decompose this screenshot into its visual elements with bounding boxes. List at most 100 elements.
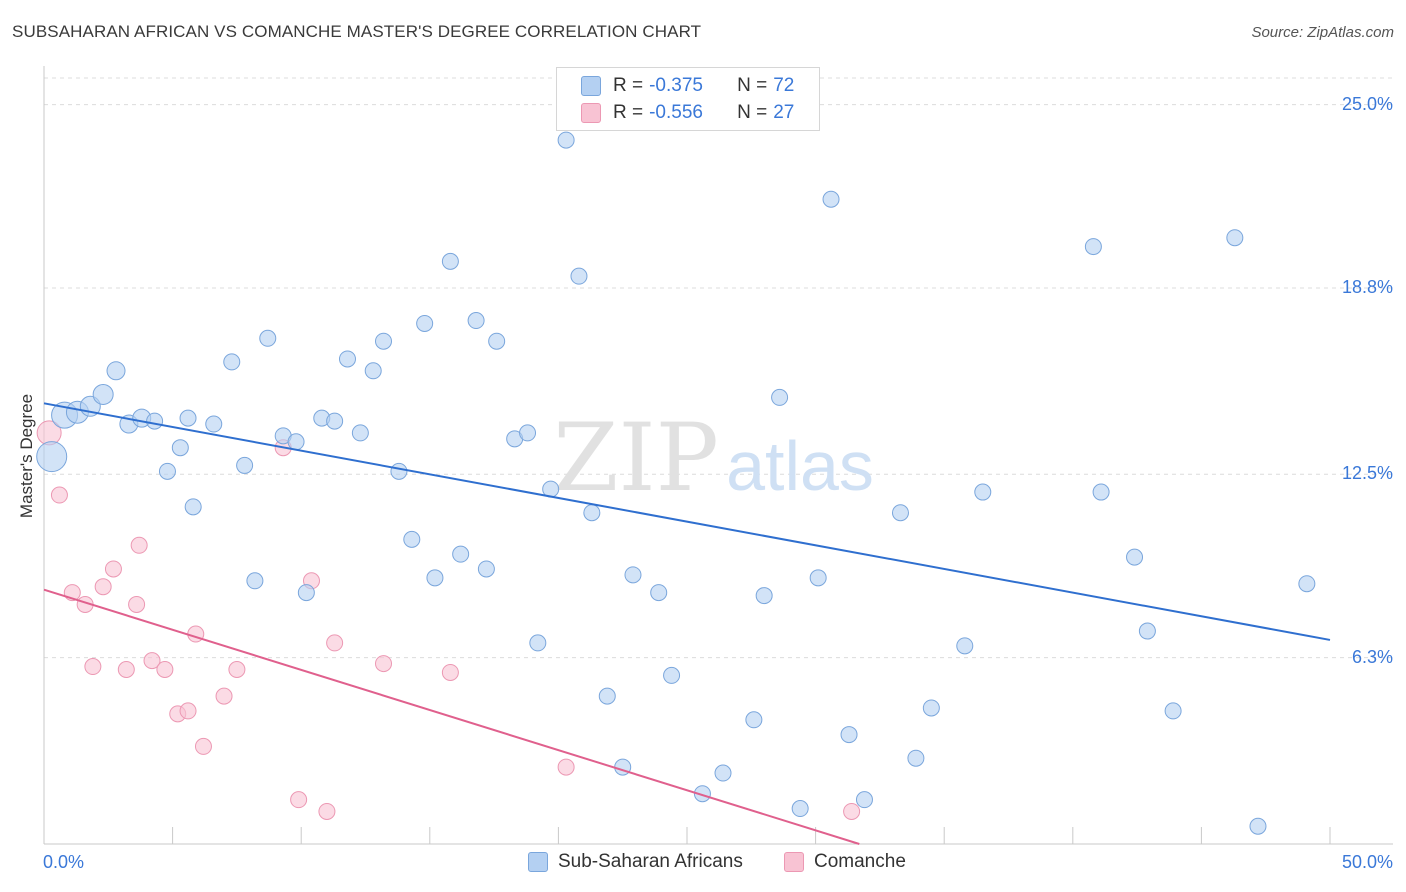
- subsaharan-point: [259, 329, 277, 347]
- y-tick-label: 18.8%: [1341, 276, 1393, 297]
- subsaharan-point: [92, 383, 114, 405]
- subsaharan-point: [1092, 483, 1110, 501]
- subsaharan-point: [106, 361, 126, 381]
- subsaharan-point: [519, 424, 537, 442]
- subsaharan-point: [403, 530, 421, 548]
- subsaharan-point: [922, 699, 940, 717]
- x-tick-label-max: 50.0%: [1341, 852, 1393, 872]
- subsaharan-point: [624, 566, 642, 584]
- subsaharan-point: [477, 560, 495, 578]
- n-label: N =: [737, 102, 768, 123]
- subsaharan-trend-line: [43, 402, 1331, 641]
- subsaharan-point: [771, 388, 789, 406]
- subsaharan-point: [297, 584, 315, 602]
- subsaharan-point: [36, 441, 68, 473]
- source-label: Source: ZipAtlas.com: [1251, 24, 1394, 41]
- comanche-point: [290, 791, 308, 809]
- comanche-point: [179, 702, 197, 720]
- comanche-point: [104, 560, 122, 578]
- n-value: 72: [773, 75, 795, 96]
- subsaharan-point: [287, 433, 305, 451]
- comanche-point: [228, 661, 246, 679]
- r-label: R =: [613, 102, 644, 123]
- subsaharan-point: [158, 462, 176, 480]
- subsaharan-point: [557, 131, 575, 149]
- correlation-legend: R = -0.375 N = 72 R = -0.556 N = 27: [556, 67, 820, 131]
- subsaharan-point: [426, 569, 444, 587]
- subsaharan-point: [326, 412, 344, 430]
- subsaharan-point: [598, 687, 616, 705]
- subsaharan-point: [809, 569, 827, 587]
- watermark-zip: ZIP: [553, 404, 719, 513]
- subsaharan-point: [488, 332, 506, 350]
- subsaharan-point: [791, 800, 809, 818]
- comanche-point: [843, 802, 861, 820]
- subsaharan-point: [179, 409, 197, 427]
- subsaharan-point: [529, 634, 547, 652]
- subsaharan-point: [236, 456, 254, 474]
- comanche-point: [117, 661, 135, 679]
- n-value: 27: [773, 102, 795, 123]
- comanche-points: [36, 420, 861, 820]
- legend-row-subsaharan: R = -0.375 N = 72: [581, 73, 794, 99]
- bottom-legend-swatch-pink: [784, 852, 804, 872]
- gridlines: [44, 77, 1393, 659]
- comanche-point: [326, 634, 344, 652]
- subsaharan-point: [822, 190, 840, 208]
- comanche-point: [375, 655, 393, 673]
- subsaharan-point: [1164, 702, 1182, 720]
- legend-swatch-blue: [581, 76, 601, 96]
- comanche-point: [215, 687, 233, 705]
- subsaharan-point: [1084, 238, 1102, 256]
- subsaharan-point: [1126, 548, 1144, 566]
- subsaharan-point: [1138, 622, 1156, 640]
- comanche-point: [318, 802, 336, 820]
- r-value: -0.556: [649, 102, 703, 123]
- subsaharan-point: [223, 353, 241, 371]
- subsaharan-point: [467, 312, 485, 330]
- comanche-point: [557, 758, 575, 776]
- subsaharan-point: [1249, 817, 1267, 835]
- y-axis-label: Master's Degree: [17, 393, 36, 519]
- comanche-point: [441, 663, 459, 681]
- subsaharan-point: [351, 424, 369, 442]
- y-tick-label: 6.3%: [1351, 646, 1393, 667]
- subsaharan-point: [840, 726, 858, 744]
- bottom-legend-label: Sub-Saharan Africans: [558, 851, 743, 872]
- bottom-legend-comanche: Comanche: [784, 851, 906, 873]
- comanche-point: [94, 578, 112, 596]
- bottom-legend-swatch-blue: [528, 852, 548, 872]
- subsaharan-point: [416, 314, 434, 332]
- subsaharan-point: [375, 332, 393, 350]
- subsaharan-point: [891, 504, 909, 522]
- n-label: N =: [737, 75, 768, 96]
- subsaharan-point: [171, 439, 189, 457]
- trend-lines: [43, 402, 1331, 845]
- subsaharan-point: [755, 587, 773, 605]
- subsaharan-point: [390, 462, 408, 480]
- subsaharan-points: [36, 131, 1316, 835]
- subsaharan-point: [452, 545, 470, 563]
- comanche-trend-line: [43, 588, 860, 845]
- comanche-point: [143, 652, 161, 670]
- bottom-legend-label: Comanche: [814, 851, 906, 872]
- subsaharan-point: [956, 637, 974, 655]
- subsaharan-point: [663, 666, 681, 684]
- subsaharan-point: [146, 412, 164, 430]
- subsaharan-point: [650, 584, 668, 602]
- comanche-point: [128, 595, 146, 613]
- subsaharan-point: [338, 350, 356, 368]
- watermark-atlas: atlas: [726, 427, 874, 505]
- comanche-point: [50, 486, 68, 504]
- subsaharan-point: [205, 415, 223, 433]
- subsaharan-point: [974, 483, 992, 501]
- legend-row-comanche: R = -0.556 N = 27: [581, 100, 794, 126]
- subsaharan-point: [184, 498, 202, 516]
- comanche-point: [130, 536, 148, 554]
- chart-title: SUBSAHARAN AFRICAN VS COMANCHE MASTER'S …: [12, 22, 702, 41]
- y-tick-label: 12.5%: [1341, 463, 1393, 484]
- r-value: -0.375: [649, 75, 703, 96]
- legend-swatch-pink: [581, 103, 601, 123]
- subsaharan-point: [1226, 229, 1244, 247]
